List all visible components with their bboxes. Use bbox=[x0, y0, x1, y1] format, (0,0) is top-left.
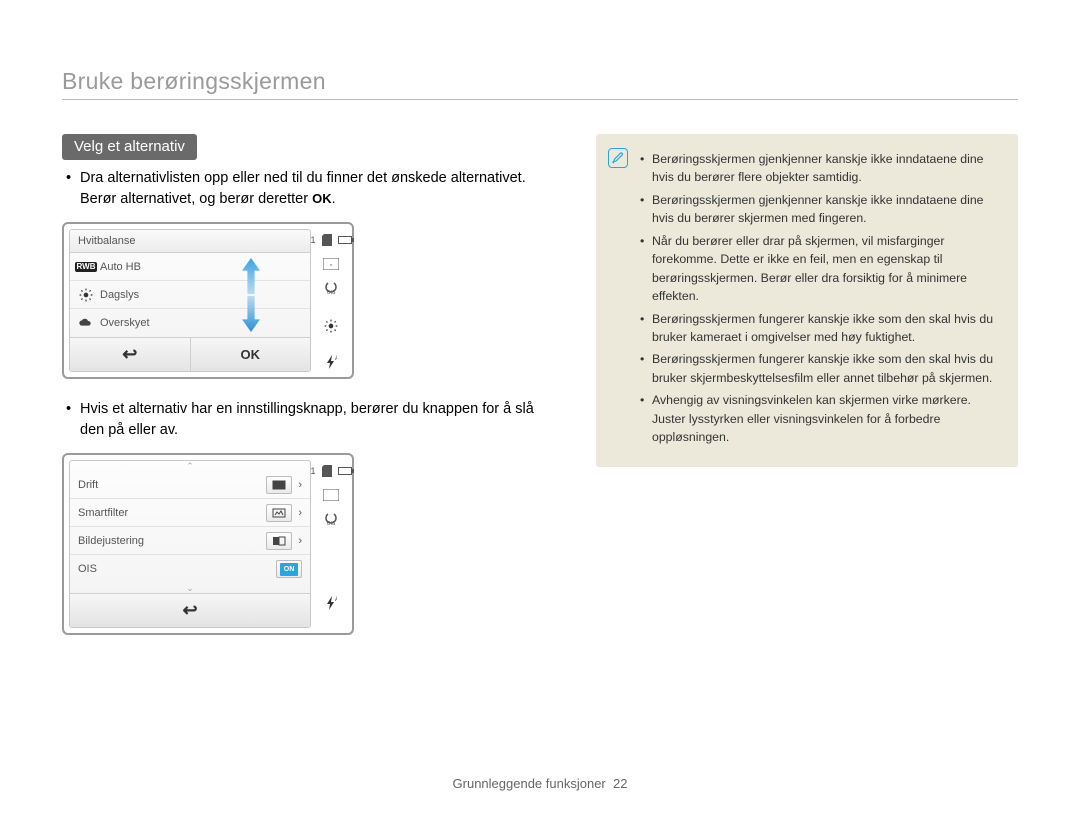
svg-text:OIS: OIS bbox=[327, 521, 336, 526]
svg-text:A: A bbox=[335, 597, 337, 603]
option-daylight[interactable]: Dagslys bbox=[70, 281, 310, 309]
ois-icon: OIS bbox=[323, 512, 339, 526]
option-smartfilter[interactable]: Smartfilter › bbox=[70, 499, 310, 527]
note-item: Avhengig av visningsvinkelen kan skjerme… bbox=[640, 391, 1000, 446]
flash-icon: A bbox=[323, 596, 339, 610]
sun-icon bbox=[78, 289, 94, 301]
screen-2-bottom-bar: ↩ bbox=[70, 593, 310, 627]
page-title: Bruke berøringsskjermen bbox=[62, 68, 1018, 100]
back-button[interactable]: ↩ bbox=[70, 338, 191, 371]
option-image-adjust[interactable]: Bildejustering › bbox=[70, 527, 310, 555]
screen-1: Hvitbalanse RWB Auto HB Dagslys bbox=[69, 229, 311, 372]
awb-icon: RWB bbox=[78, 261, 94, 273]
content-columns: Velg et alternativ Dra alternativlisten … bbox=[62, 134, 1018, 655]
option-ois-label: OIS bbox=[78, 563, 97, 575]
chevron-right-icon: › bbox=[298, 479, 302, 491]
svg-text:▫: ▫ bbox=[330, 262, 332, 269]
note-item: Berøringsskjermen gjenkjenner kanskje ik… bbox=[640, 191, 1000, 228]
camera-screen-whitebalance: Hvitbalanse RWB Auto HB Dagslys bbox=[62, 222, 354, 379]
note-item: Berøringsskjermen gjenkjenner kanskje ik… bbox=[640, 150, 1000, 187]
screen-2: ⌃ Drift › Smartfilter › Bildejustering bbox=[69, 460, 311, 628]
scroll-up-hint-icon: ⌃ bbox=[70, 461, 310, 471]
option-smartfilter-label: Smartfilter bbox=[78, 507, 128, 519]
scroll-down-hint-icon: ⌄ bbox=[70, 583, 310, 593]
option-drift-label: Drift bbox=[78, 479, 98, 491]
section-label: Velg et alternativ bbox=[62, 134, 197, 160]
chevron-right-icon: › bbox=[298, 535, 302, 547]
left-column: Velg et alternativ Dra alternativlisten … bbox=[62, 134, 540, 655]
chevron-right-icon: › bbox=[298, 507, 302, 519]
page-footer: Grunnleggende funksjoner 22 bbox=[0, 776, 1080, 791]
back-button[interactable]: ↩ bbox=[70, 594, 310, 627]
intro-bullet: Dra alternativlisten opp eller ned til d… bbox=[66, 168, 540, 210]
footer-text: Grunnleggende funksjoner bbox=[453, 776, 606, 791]
cloud-icon bbox=[78, 317, 94, 329]
option-drift[interactable]: Drift › bbox=[70, 471, 310, 499]
resolution-icon bbox=[323, 488, 339, 502]
intro-text-1: Dra alternativlisten opp eller ned til d… bbox=[80, 170, 526, 207]
status-icons-1: 1 ▫ OIS A bbox=[315, 229, 347, 372]
note-info-icon bbox=[608, 148, 628, 168]
option-cloudy[interactable]: Overskyet bbox=[70, 309, 310, 337]
right-column: Berøringsskjermen gjenkjenner kanskje ik… bbox=[596, 134, 1018, 655]
footer-page-number: 22 bbox=[613, 776, 627, 791]
ok-button[interactable]: OK bbox=[191, 338, 311, 371]
note-box: Berøringsskjermen gjenkjenner kanskje ik… bbox=[596, 134, 1018, 467]
resolution-icon: ▫ bbox=[323, 257, 339, 271]
sd-card-icon bbox=[319, 233, 335, 247]
option-image-adjust-label: Bildejustering bbox=[78, 535, 144, 547]
status-icons-2: 1 OIS A bbox=[315, 460, 347, 628]
screen-1-header: Hvitbalanse bbox=[70, 230, 310, 253]
brightness-icon bbox=[323, 319, 339, 333]
battery-icon bbox=[338, 467, 352, 475]
option-auto-hb-label: Auto HB bbox=[100, 261, 141, 273]
smartfilter-value-button[interactable] bbox=[266, 504, 292, 522]
option-auto-hb[interactable]: RWB Auto HB bbox=[70, 253, 310, 281]
svg-text:A: A bbox=[335, 356, 337, 362]
drift-value-button[interactable] bbox=[266, 476, 292, 494]
note-item: Berøringsskjermen fungerer kanskje ikke … bbox=[640, 310, 1000, 347]
flash-icon: A bbox=[323, 355, 339, 369]
svg-text:OIS: OIS bbox=[327, 290, 336, 295]
option-cloudy-label: Overskyet bbox=[100, 317, 150, 329]
mid-list: Hvis et alternativ har en innstillingskn… bbox=[62, 399, 540, 441]
screen-1-bottom-bar: ↩ OK bbox=[70, 337, 310, 371]
note-item: Når du berører eller drar på skjermen, v… bbox=[640, 232, 1000, 306]
battery-icon bbox=[338, 236, 352, 244]
note-item: Berøringsskjermen fungerer kanskje ikke … bbox=[640, 350, 1000, 387]
mid-bullet: Hvis et alternativ har en innstillingskn… bbox=[66, 399, 540, 441]
option-ois[interactable]: OIS ON bbox=[70, 555, 310, 583]
ois-icon: OIS bbox=[323, 281, 339, 295]
intro-list: Dra alternativlisten opp eller ned til d… bbox=[62, 168, 540, 210]
option-daylight-label: Dagslys bbox=[100, 289, 139, 301]
intro-text-end: . bbox=[332, 191, 336, 207]
sd-card-icon bbox=[319, 464, 335, 478]
notes-list: Berøringsskjermen gjenkjenner kanskje ik… bbox=[640, 150, 1000, 447]
count-label: 1 bbox=[311, 235, 316, 245]
on-badge: ON bbox=[280, 563, 298, 576]
image-adjust-value-button[interactable] bbox=[266, 532, 292, 550]
ois-toggle-button[interactable]: ON bbox=[276, 560, 302, 578]
count-label: 1 bbox=[311, 466, 316, 476]
ok-inline-label: OK bbox=[312, 191, 332, 206]
camera-screen-settings: ⌃ Drift › Smartfilter › Bildejustering bbox=[62, 453, 354, 635]
